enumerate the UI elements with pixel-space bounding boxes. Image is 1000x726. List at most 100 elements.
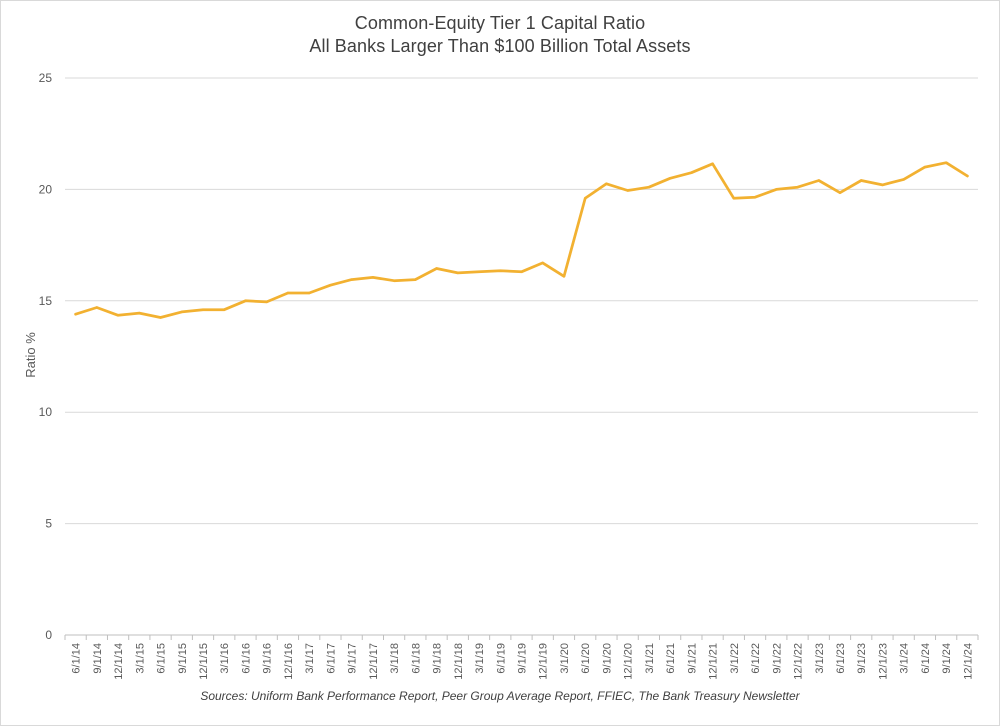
x-tick-label: 9/1/24 bbox=[941, 643, 953, 674]
data-point bbox=[329, 284, 332, 287]
x-tick-label: 6/1/17 bbox=[325, 643, 337, 674]
series-line bbox=[74, 161, 969, 319]
x-tick-label: 6/1/18 bbox=[410, 643, 422, 674]
x-tick-label: 9/1/15 bbox=[177, 643, 189, 674]
x-tick-label: 6/1/15 bbox=[156, 643, 168, 674]
data-point bbox=[414, 278, 417, 281]
data-point bbox=[541, 261, 544, 265]
data-point bbox=[668, 177, 672, 180]
data-point bbox=[244, 299, 247, 302]
data-point bbox=[138, 311, 141, 315]
data-point bbox=[435, 267, 438, 270]
x-tick-label: 12/1/15 bbox=[198, 643, 210, 680]
x-tick-label: 9/1/23 bbox=[856, 643, 868, 674]
y-tick-label: 10 bbox=[39, 405, 53, 419]
data-point bbox=[116, 314, 120, 317]
x-tick-label: 12/1/24 bbox=[962, 643, 974, 680]
data-point bbox=[520, 270, 523, 273]
data-point bbox=[817, 179, 820, 182]
x-tick-label: 3/1/15 bbox=[134, 643, 146, 674]
series bbox=[74, 161, 969, 319]
y-axis-label: Ratio % bbox=[23, 332, 38, 378]
x-tick-label: 6/1/23 bbox=[835, 643, 847, 674]
x-tick-label: 3/1/21 bbox=[644, 643, 656, 674]
data-point bbox=[605, 182, 608, 185]
data-point bbox=[392, 279, 396, 282]
y-tick-label: 15 bbox=[39, 294, 53, 308]
x-tick-label: 9/1/20 bbox=[601, 643, 613, 674]
x-tick-label: 3/1/18 bbox=[389, 643, 401, 674]
x-tick-label: 12/1/18 bbox=[453, 643, 465, 680]
x-tick-label: 3/1/16 bbox=[219, 643, 231, 674]
y-tick-label: 20 bbox=[39, 182, 53, 196]
data-point bbox=[711, 162, 714, 165]
data-point bbox=[775, 188, 778, 191]
x-tick-label: 12/1/23 bbox=[877, 643, 889, 680]
data-point bbox=[923, 165, 927, 169]
data-point bbox=[180, 310, 183, 314]
x-tick-label: 6/1/20 bbox=[580, 643, 592, 674]
data-point bbox=[95, 306, 99, 309]
x-tick-label: 6/1/16 bbox=[240, 643, 252, 674]
x-tick-label: 6/1/21 bbox=[665, 643, 677, 674]
x-tick-label: 12/1/14 bbox=[113, 643, 125, 680]
x-tick-label: 6/1/14 bbox=[71, 643, 83, 674]
x-tick-label: 9/1/18 bbox=[432, 643, 444, 674]
data-point bbox=[477, 270, 481, 273]
data-point bbox=[265, 300, 268, 304]
y-tick-labels: 0 5 10 15 20 25 bbox=[39, 71, 53, 642]
source-note: Sources: Uniform Bank Performance Report… bbox=[200, 689, 800, 703]
x-tick-label: 9/1/22 bbox=[771, 643, 783, 674]
x-tick-label: 6/1/19 bbox=[495, 643, 507, 674]
data-point bbox=[371, 276, 375, 279]
data-point bbox=[881, 183, 884, 187]
data-point bbox=[350, 278, 353, 281]
data-point bbox=[562, 275, 566, 278]
data-point bbox=[286, 291, 290, 295]
x-tick-label: 3/1/22 bbox=[729, 643, 741, 674]
data-point bbox=[584, 197, 587, 200]
x-tick-label: 6/1/24 bbox=[920, 643, 932, 674]
x-tick-label: 12/1/22 bbox=[793, 643, 805, 680]
x-tick-label: 9/1/21 bbox=[686, 643, 698, 674]
x-tick-label: 12/1/19 bbox=[538, 643, 550, 680]
x-tick-label: 6/1/22 bbox=[750, 643, 762, 674]
data-point bbox=[945, 161, 948, 164]
x-tick-labels: 6/1/14 9/1/14 12/1/14 3/1/15 6/1/15 9/1/15 12/… bbox=[71, 643, 975, 680]
y-tick-label: 0 bbox=[45, 628, 52, 642]
x-tick-label: 3/1/17 bbox=[304, 643, 316, 674]
gridlines bbox=[65, 77, 978, 525]
data-point bbox=[966, 174, 969, 178]
data-point bbox=[753, 196, 757, 199]
data-point bbox=[838, 191, 842, 194]
x-tick-label: 12/1/17 bbox=[368, 643, 380, 680]
x-tick-label: 3/1/23 bbox=[814, 643, 826, 674]
x-tick-label: 3/1/19 bbox=[474, 643, 486, 674]
x-tick-label: 12/1/21 bbox=[708, 643, 720, 680]
x-tick-label: 12/1/20 bbox=[623, 643, 635, 680]
x-tick-label: 9/1/19 bbox=[517, 643, 529, 674]
data-point bbox=[74, 313, 77, 316]
data-point bbox=[902, 178, 905, 181]
x-tick-label: 12/1/16 bbox=[283, 643, 295, 680]
x-tick-label: 9/1/16 bbox=[262, 643, 274, 674]
data-point bbox=[732, 197, 735, 200]
data-point bbox=[796, 186, 799, 189]
x-tick-label: 3/1/20 bbox=[559, 643, 571, 674]
data-point bbox=[647, 186, 651, 189]
chart-title: Common-Equity Tier 1 Capital Ratio bbox=[354, 13, 646, 33]
data-point bbox=[860, 179, 863, 182]
y-tick-label: 25 bbox=[39, 71, 53, 85]
data-point bbox=[499, 269, 502, 272]
x-tick-label: 9/1/14 bbox=[92, 643, 104, 674]
data-point bbox=[626, 189, 629, 192]
axes bbox=[64, 634, 979, 640]
chart-subtitle: All Banks Larger Than $100 Billion Total… bbox=[309, 36, 691, 56]
data-point bbox=[159, 316, 162, 319]
data-point bbox=[690, 171, 693, 174]
data-point bbox=[308, 291, 311, 295]
x-tick-label: 9/1/17 bbox=[347, 643, 359, 674]
data-point bbox=[201, 308, 205, 311]
